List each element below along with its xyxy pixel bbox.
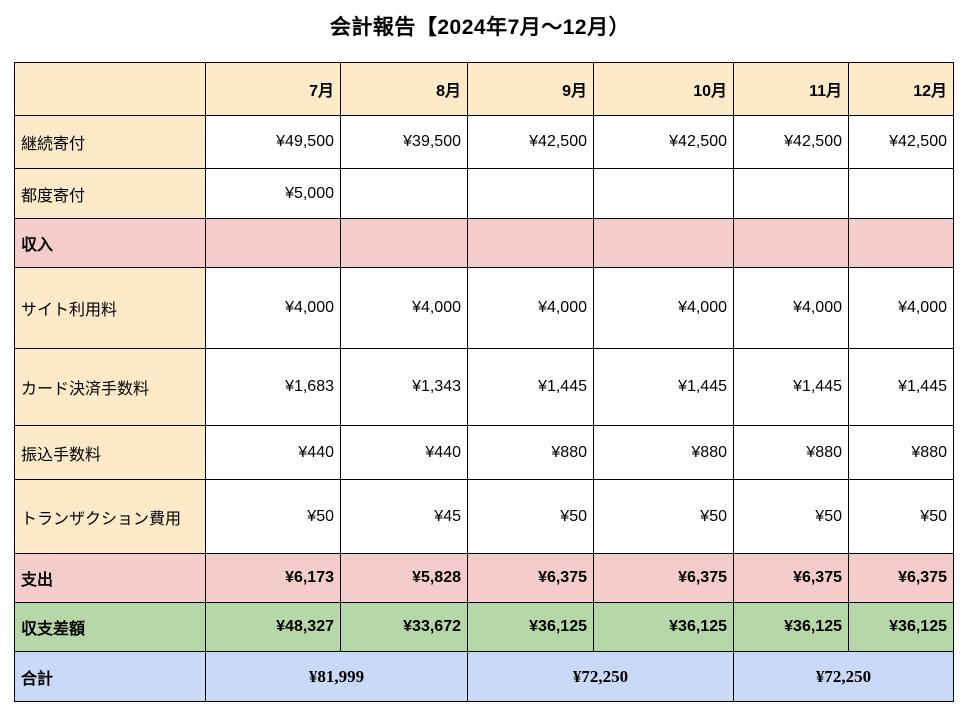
value-cell: ¥5,000: [205, 168, 341, 219]
row-label: 都度寄付: [14, 168, 206, 219]
value-cell: ¥6,375: [593, 553, 734, 603]
value-cell: ¥6,375: [848, 553, 954, 603]
total-value-cell: ¥81,999: [205, 651, 468, 702]
value-cell: ¥42,500: [848, 115, 954, 169]
value-cell: ¥4,000: [340, 267, 468, 349]
value-cell: ¥33,672: [340, 602, 468, 652]
month-header-5: 11月: [733, 62, 849, 116]
value-cell: [593, 218, 734, 268]
value-cell: [733, 168, 849, 219]
value-cell: ¥36,125: [733, 602, 849, 652]
value-cell: [848, 218, 954, 268]
value-cell: ¥36,125: [593, 602, 734, 652]
row-label: サイト利用料: [14, 267, 206, 349]
value-cell: ¥4,000: [848, 267, 954, 349]
value-cell: ¥36,125: [467, 602, 594, 652]
table-row: 収入: [14, 218, 954, 268]
value-cell: ¥1,343: [340, 348, 468, 426]
value-cell: ¥50: [593, 479, 734, 554]
total-value-cell: ¥72,250: [733, 651, 954, 702]
month-header-1: 7月: [205, 62, 341, 116]
value-cell: [467, 168, 594, 219]
value-cell: ¥880: [848, 425, 954, 480]
value-cell: ¥1,445: [593, 348, 734, 426]
value-cell: ¥5,828: [340, 553, 468, 603]
row-label: 継続寄付: [14, 115, 206, 169]
header-row: 7月 8月 9月 10月 11月 12月: [14, 62, 954, 116]
value-cell: ¥4,000: [593, 267, 734, 349]
table-row: トランザクション費用 ¥50 ¥45 ¥50 ¥50 ¥50 ¥50: [14, 479, 954, 554]
value-cell: ¥6,375: [467, 553, 594, 603]
row-label: カード決済手数料: [14, 348, 206, 426]
value-cell: ¥50: [848, 479, 954, 554]
value-cell: ¥50: [205, 479, 341, 554]
value-cell: [467, 218, 594, 268]
total-value-cell: ¥72,250: [467, 651, 734, 702]
value-cell: ¥1,445: [467, 348, 594, 426]
value-cell: ¥49,500: [205, 115, 341, 169]
table-row: サイト利用料 ¥4,000 ¥4,000 ¥4,000 ¥4,000 ¥4,000 ¥4,0…: [14, 267, 954, 349]
value-cell: ¥1,683: [205, 348, 341, 426]
table-row: 振込手数料 ¥440 ¥440 ¥880 ¥880 ¥880 ¥880: [14, 425, 954, 480]
row-label: 振込手数料: [14, 425, 206, 480]
value-cell: ¥880: [467, 425, 594, 480]
row-label: 収支差額: [14, 602, 206, 652]
table-row: 収支差額 ¥48,327 ¥33,672 ¥36,125 ¥36,125 ¥36,125 ¥…: [14, 602, 954, 652]
table-row: 支出 ¥6,173 ¥5,828 ¥6,375 ¥6,375 ¥6,375 ¥6,375: [14, 553, 954, 603]
value-cell: [340, 218, 468, 268]
value-cell: ¥4,000: [733, 267, 849, 349]
row-label: 収入: [14, 218, 206, 268]
value-cell: ¥4,000: [205, 267, 341, 349]
month-header-4: 10月: [593, 62, 734, 116]
accounting-report-table: 7月 8月 9月 10月 11月 12月 継続寄付 ¥49,500 ¥39,500 ¥42,50…: [14, 62, 954, 702]
value-cell: ¥42,500: [593, 115, 734, 169]
value-cell: [733, 218, 849, 268]
value-cell: ¥42,500: [733, 115, 849, 169]
value-cell: ¥48,327: [205, 602, 341, 652]
value-cell: ¥4,000: [467, 267, 594, 349]
table-header: 7月 8月 9月 10月 11月 12月: [14, 62, 954, 116]
table-row: 都度寄付 ¥5,000: [14, 168, 954, 219]
total-row-label: 合計: [14, 651, 206, 702]
table-body: 継続寄付 ¥49,500 ¥39,500 ¥42,500 ¥42,500 ¥42,500 ¥…: [14, 115, 954, 702]
value-cell: ¥1,445: [733, 348, 849, 426]
row-label: 支出: [14, 553, 206, 603]
value-cell: ¥6,173: [205, 553, 341, 603]
header-corner-cell: [14, 62, 206, 116]
page-title: 会計報告【2024年7月〜12月）: [329, 16, 631, 39]
value-cell: ¥880: [593, 425, 734, 480]
month-header-6: 12月: [848, 62, 954, 116]
value-cell: ¥880: [733, 425, 849, 480]
value-cell: ¥45: [340, 479, 468, 554]
table-row: 継続寄付 ¥49,500 ¥39,500 ¥42,500 ¥42,500 ¥42,500 ¥…: [14, 115, 954, 169]
month-header-3: 9月: [467, 62, 594, 116]
row-label: トランザクション費用: [14, 479, 206, 554]
value-cell: ¥50: [733, 479, 849, 554]
value-cell: ¥440: [205, 425, 341, 480]
total-row: 合計 ¥81,999 ¥72,250 ¥72,250: [14, 651, 954, 702]
value-cell: ¥6,375: [733, 553, 849, 603]
value-cell: ¥39,500: [340, 115, 468, 169]
value-cell: ¥50: [467, 479, 594, 554]
value-cell: [205, 218, 341, 268]
value-cell: [848, 168, 954, 219]
value-cell: [593, 168, 734, 219]
value-cell: [340, 168, 468, 219]
value-cell: ¥42,500: [467, 115, 594, 169]
month-header-2: 8月: [340, 62, 468, 116]
value-cell: ¥1,445: [848, 348, 954, 426]
table-row: カード決済手数料 ¥1,683 ¥1,343 ¥1,445 ¥1,445 ¥1,445 ¥1…: [14, 348, 954, 426]
value-cell: ¥440: [340, 425, 468, 480]
value-cell: ¥36,125: [848, 602, 954, 652]
